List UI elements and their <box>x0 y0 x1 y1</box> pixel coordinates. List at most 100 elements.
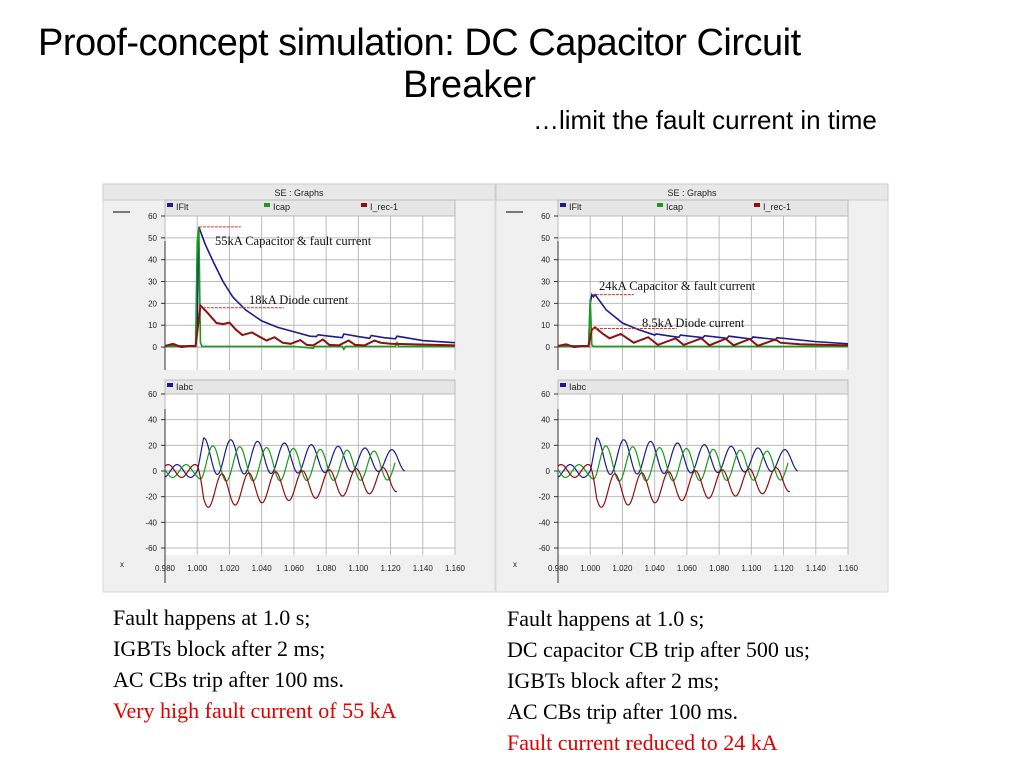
legend-swatch <box>560 383 566 387</box>
note: IGBTs block after 2 ms; <box>507 668 720 693</box>
y-tick-label: 50 <box>148 234 157 243</box>
y-tick-label: 60 <box>148 390 157 399</box>
x-tick-label: 1.140 <box>806 564 827 573</box>
y-tick-label: 40 <box>541 416 550 425</box>
series-i_rec-1 <box>557 326 849 349</box>
x-tick-label: 0.980 <box>548 564 569 573</box>
x-tick-label: 1.140 <box>413 564 434 573</box>
y-tick-label: -20 <box>538 493 550 502</box>
note: DC capacitor CB trip after 500 us; <box>507 637 811 662</box>
slide-title: Proof-concept simulation: DC Capacitor C… <box>38 22 801 64</box>
series-iflt <box>558 292 849 347</box>
x-tick-label: 1.120 <box>381 564 402 573</box>
note-highlight: Very high fault current of 55 kA <box>113 698 397 723</box>
y-tick-label: -40 <box>145 518 157 527</box>
legend-label: Iabc <box>176 382 194 392</box>
window-title: SE : Graphs <box>667 188 717 198</box>
graph-panel-2: SE : Graphs IFlt Icap I_rec-1 0 10 20 30 40 50 60 2… <box>495 183 889 593</box>
x-tick-label: 1.160 <box>445 564 466 573</box>
x-tick-label: 1.060 <box>677 564 698 573</box>
note-highlight: Fault current reduced to 24 kA <box>507 730 778 755</box>
legend-swatch <box>754 203 760 207</box>
legend-swatch <box>361 203 367 207</box>
legend-swatch <box>560 203 566 207</box>
window-title: SE : Graphs <box>274 188 324 198</box>
y-tick-label: -60 <box>145 544 157 553</box>
annotation-label: 18kA Diode current <box>249 293 349 307</box>
note: AC CBs trip after 100 ms. <box>113 667 344 692</box>
y-tick-label: 0 <box>153 467 158 476</box>
legend-label: I_rec-1 <box>370 202 398 212</box>
x-tick-label: 1.020 <box>612 564 633 573</box>
x-tick-label: 1.020 <box>219 564 240 573</box>
series-iabc-phase-3 <box>557 463 791 508</box>
note: Fault happens at 1.0 s; <box>113 605 311 630</box>
y-tick-label: 40 <box>541 256 550 265</box>
y-tick-label: 20 <box>541 299 550 308</box>
y-tick-label: 30 <box>541 278 550 287</box>
legend-swatch <box>167 203 173 207</box>
series-iabc-phase-1 <box>164 437 405 479</box>
y-tick-label: 20 <box>148 299 157 308</box>
legend-swatch <box>264 203 270 207</box>
legend-swatch <box>167 383 173 387</box>
legend-label: IFlt <box>176 202 189 212</box>
slide-subtitle: …limit the fault current in time <box>533 105 877 135</box>
x-tick-label: 0.980 <box>155 564 176 573</box>
slide-title-line2: Breaker <box>403 64 537 106</box>
y-tick-label: 60 <box>541 390 550 399</box>
legend-label: Icap <box>273 202 290 212</box>
x-axis-label: x <box>513 560 517 569</box>
y-tick-label: 0 <box>546 467 551 476</box>
legend-bar <box>557 379 849 395</box>
series-iflt <box>165 226 456 347</box>
y-tick-label: -40 <box>538 518 550 527</box>
x-tick-label: 1.040 <box>252 564 273 573</box>
notes-right: Fault happens at 1.0 s; DC capacitor CB … <box>507 603 810 758</box>
series-i_rec-1 <box>164 303 456 349</box>
x-tick-label: 1.120 <box>774 564 795 573</box>
x-tick-label: 1.000 <box>580 564 601 573</box>
legend-label: IFlt <box>569 202 582 212</box>
legend-label: Iabc <box>569 382 587 392</box>
series-iabc-phase-1 <box>557 437 798 479</box>
y-tick-label: 20 <box>148 441 157 450</box>
note: IGBTs block after 2 ms; <box>113 636 326 661</box>
annotation-label: 55kA Capacitor & fault current <box>215 234 372 248</box>
y-tick-label: 0 <box>546 343 551 352</box>
annotation-label: 8.5kA Diode current <box>642 316 745 330</box>
plot-area <box>558 394 848 555</box>
legend-label: I_rec-1 <box>763 202 791 212</box>
x-tick-label: 1.000 <box>187 564 208 573</box>
x-tick-label: 1.080 <box>709 564 730 573</box>
x-tick-label: 1.080 <box>316 564 337 573</box>
note: AC CBs trip after 100 ms. <box>507 699 738 724</box>
annotation-label: 24kA Capacitor & fault current <box>599 279 756 293</box>
y-tick-label: 40 <box>148 416 157 425</box>
y-tick-label: 50 <box>541 234 550 243</box>
y-tick-label: -20 <box>145 493 157 502</box>
notes-left: Fault happens at 1.0 s; IGBTs block afte… <box>113 602 396 726</box>
x-axis-label: x <box>120 560 124 569</box>
y-tick-label: 60 <box>541 212 550 221</box>
x-tick-label: 1.160 <box>838 564 859 573</box>
y-tick-label: 0 <box>153 343 158 352</box>
y-tick-label: 20 <box>541 441 550 450</box>
legend-label: Icap <box>666 202 683 212</box>
x-tick-label: 1.060 <box>284 564 305 573</box>
note: Fault happens at 1.0 s; <box>507 606 705 631</box>
legend-bar <box>164 379 456 395</box>
legend-swatch <box>657 203 663 207</box>
series-iabc-phase-3 <box>164 463 398 508</box>
y-tick-label: 60 <box>148 212 157 221</box>
graph-panel-1: SE : Graphs IFlt Icap I_rec-1 0 10 20 30 40 50 60 5… <box>102 183 496 593</box>
plot-area <box>165 394 455 555</box>
y-tick-label: 10 <box>541 321 550 330</box>
y-tick-label: -60 <box>538 544 550 553</box>
x-tick-label: 1.100 <box>348 564 369 573</box>
y-tick-label: 10 <box>148 321 157 330</box>
x-tick-label: 1.100 <box>741 564 762 573</box>
y-tick-label: 30 <box>148 278 157 287</box>
legend-bar <box>164 199 456 217</box>
